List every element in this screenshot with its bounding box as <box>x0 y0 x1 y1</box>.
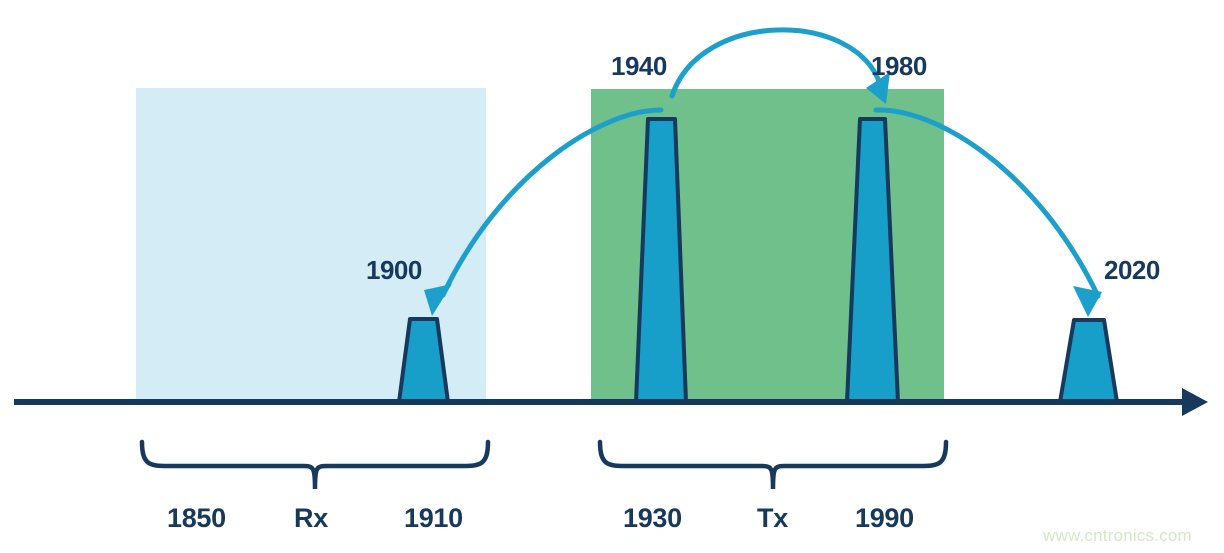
rx-brace <box>139 439 491 490</box>
peak-label-2020: 2020 <box>1104 255 1160 285</box>
peak-label-1940: 1940 <box>611 51 667 81</box>
peak-1900 <box>397 317 450 404</box>
peak-2020 <box>1058 318 1119 404</box>
arrow-1980-to-2020 <box>873 107 1102 317</box>
frequency-axis <box>14 388 1208 416</box>
rx-band-end-label: 1910 <box>404 503 463 533</box>
watermark: www.cntronics.com <box>1043 526 1192 545</box>
rx-band-name-label: Rx <box>294 503 328 533</box>
tx-brace <box>597 439 949 490</box>
arrow-1940-to-1980 <box>669 27 890 104</box>
rx-band-start-label: 1850 <box>167 503 226 533</box>
arrow-1940-to-1900 <box>424 107 664 316</box>
peak-label-1980: 1980 <box>871 51 927 81</box>
peak-label-1900: 1900 <box>366 255 422 285</box>
tx-band-end-label: 1990 <box>855 503 914 533</box>
tx-band-name-label: Tx <box>757 503 788 533</box>
tx-band-start-label: 1930 <box>623 503 682 533</box>
